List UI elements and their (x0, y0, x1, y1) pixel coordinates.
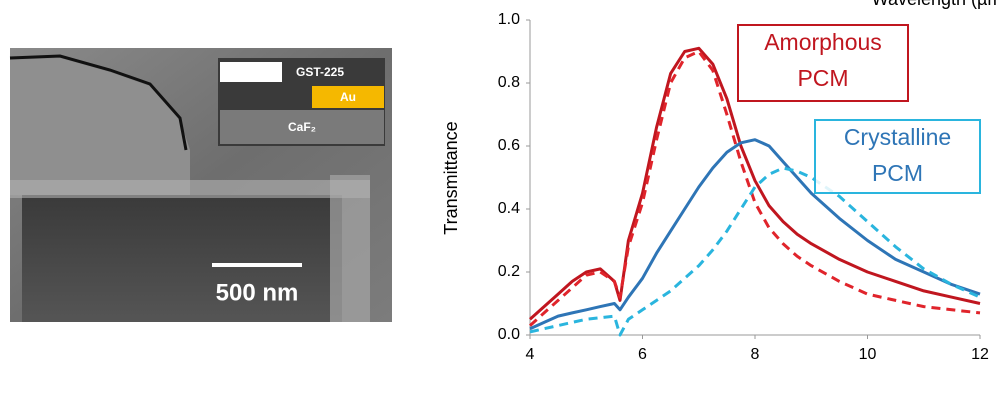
annotation-box (814, 119, 981, 194)
x-tick-label: 4 (526, 346, 535, 363)
y-tick-label: 1.0 (498, 11, 520, 28)
sem-surface (10, 58, 190, 200)
sem-well (22, 195, 342, 322)
series-line (529, 138, 981, 331)
y-tick-label: 0.0 (498, 326, 520, 343)
inset-au (312, 86, 384, 108)
series-line (528, 46, 981, 321)
x-tick-label: 12 (971, 346, 989, 363)
annotation-text: PCM (872, 160, 923, 186)
sem-image: GST-225 Au CaF₂ 500 nm (9, 48, 392, 322)
inset-gst (220, 62, 282, 82)
layer-label: CaF₂ (288, 120, 316, 134)
y-axis-label: Transmittance (441, 121, 461, 234)
y-tick-label: 0.8 (498, 74, 520, 91)
x-tick-label: 6 (638, 346, 647, 363)
y-tick-label: 0.2 (498, 263, 520, 280)
y-tick-label: 0.4 (498, 200, 520, 217)
annotation-text: Crystalline (844, 124, 951, 150)
x-tick-label: 8 (751, 346, 760, 363)
inset-caf2 (220, 110, 384, 144)
chart: Wavelength (µm) Transmittance 0.0 0.2 0.4 0… (441, 0, 997, 363)
layer-label: GST-225 (296, 65, 344, 79)
x-axis-label: Wavelength (µm) (872, 0, 997, 9)
annotation-box (737, 24, 909, 102)
x-tick-label: 10 (859, 346, 877, 363)
series-line (529, 166, 981, 337)
layer-label: Au (340, 90, 356, 104)
y-tick-label: 0.6 (498, 137, 520, 154)
sem-crack (9, 54, 188, 151)
series-line (528, 50, 981, 327)
sem-edge (10, 180, 370, 198)
annotation-text: Amorphous (764, 29, 882, 55)
sem-wall (330, 175, 370, 322)
scale-bar-label: 500 nm (216, 279, 299, 306)
annotation-text: PCM (797, 65, 848, 91)
